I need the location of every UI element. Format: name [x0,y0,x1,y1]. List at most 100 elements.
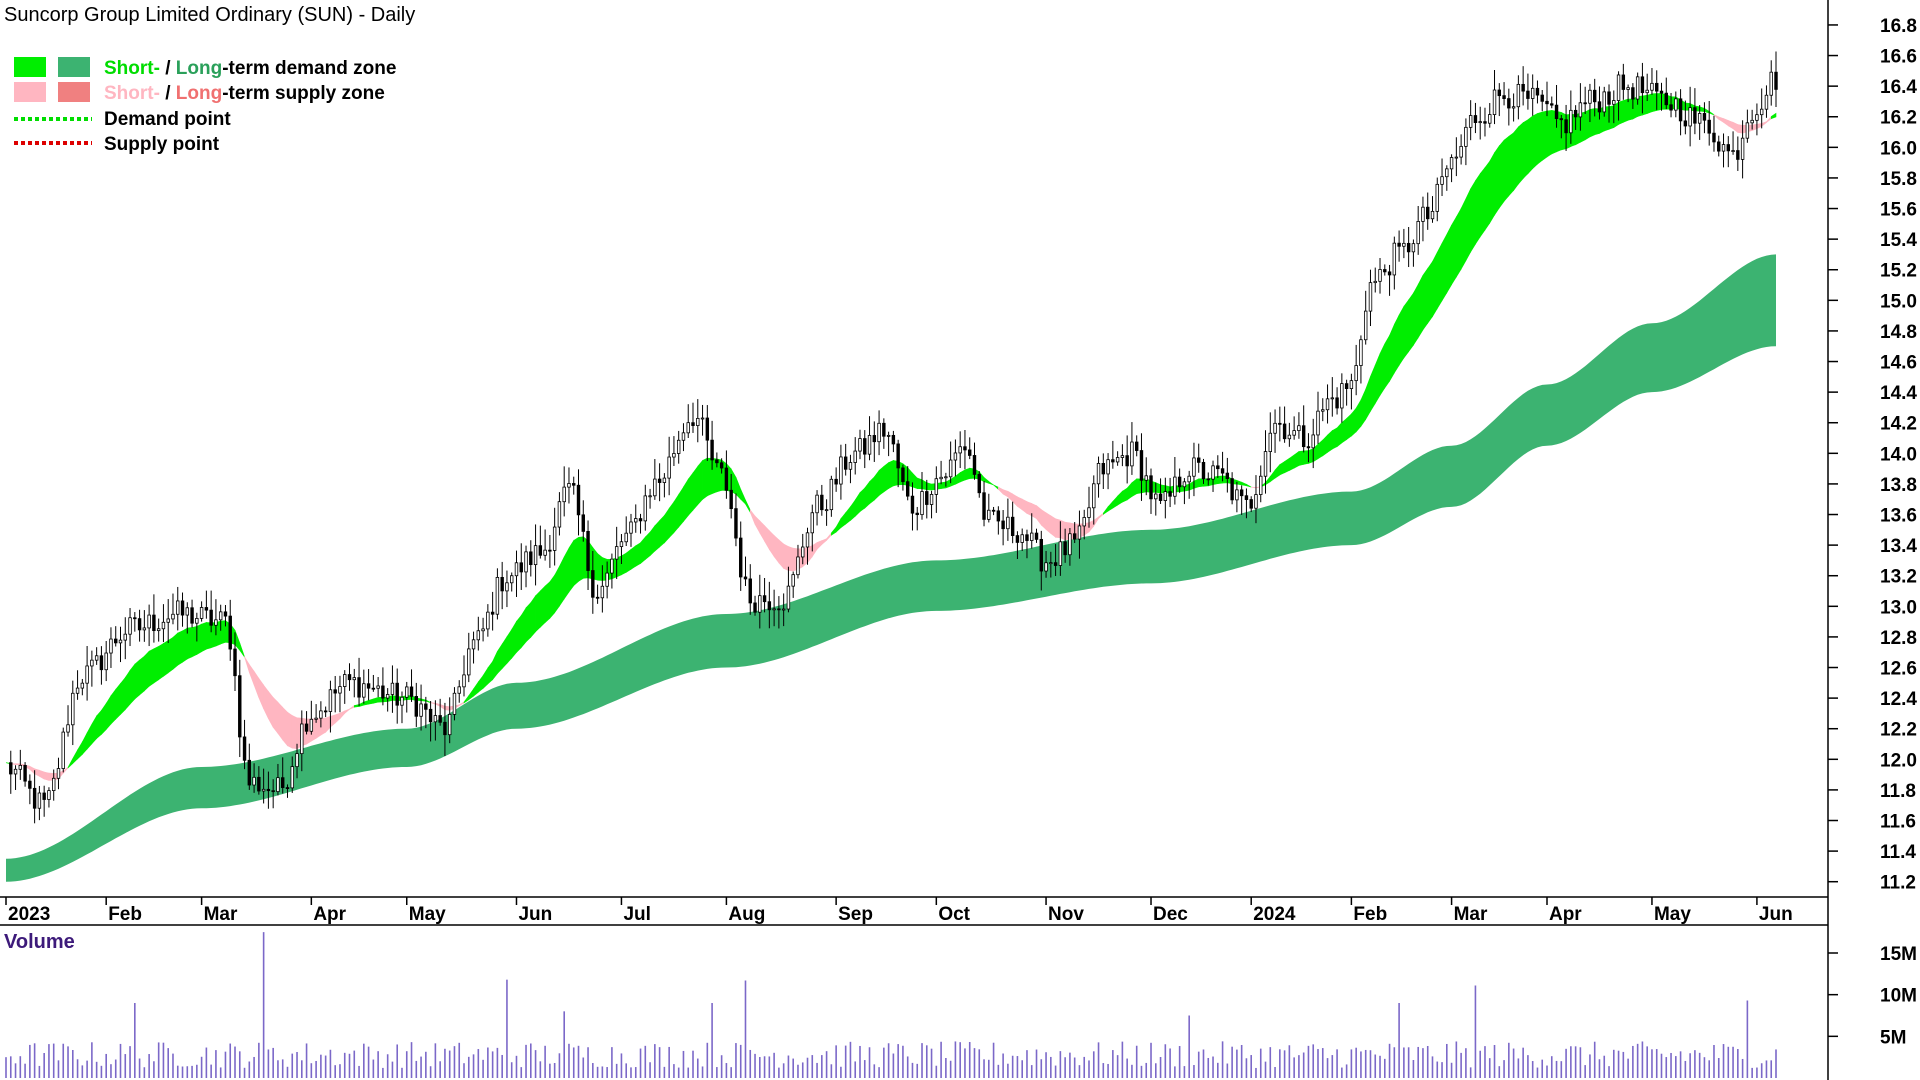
short-zone-segment [129,663,136,705]
candle-body [261,788,266,792]
legend-supply-zone: Short- / Long-term supply zone [104,83,385,104]
short-zone-segment [1141,478,1147,494]
short-zone-segment [1479,166,1486,238]
candle-body [1368,282,1373,312]
candle-body [1659,90,1664,94]
candle-body [920,491,924,516]
month-label: Jul [623,904,650,925]
price-tick-label: 13.4 [1880,536,1917,557]
candle-body [171,613,175,620]
candle-body [1149,475,1153,500]
short-zone-segment [1451,215,1457,286]
short-zone-segment [1441,234,1448,302]
candle-body [505,582,509,592]
candle-body [529,551,533,566]
short-zone-segment [1408,292,1414,353]
short-zone-segment [888,459,894,490]
short-zone-segment [1546,109,1553,158]
short-zone-segment [1050,515,1056,538]
short-zone-segment [635,542,641,567]
candle-body [447,714,452,736]
candle-body [1344,383,1349,389]
short-zone-segment [1303,450,1309,465]
short-zone-segment [1250,486,1257,489]
short-zone-segment [334,712,341,724]
candle-body [1259,475,1263,495]
short-zone-segment [139,655,145,696]
candle-body [863,438,867,455]
price-tick-label: 12.6 [1880,659,1917,680]
short-zone-segment [1470,179,1476,253]
candle-body [572,483,576,486]
short-zone-segment [501,635,508,670]
candle-body [266,788,271,792]
candle-body [1592,89,1597,103]
candle-body [1478,121,1482,124]
price-tick-label: 16.2 [1880,108,1917,129]
candle-body [1363,310,1368,341]
candle-body [1120,455,1125,458]
month-label: Apr [313,904,346,925]
short-zone-segment [1327,429,1333,453]
candle-body [567,483,571,488]
short-zone-segment [659,514,665,548]
candle-body [1182,481,1187,488]
month-label: Feb [1353,904,1387,925]
short-zone-segment [1456,207,1462,279]
candle-body [948,459,953,478]
short-zone-segment [707,457,713,497]
legend-demand-long: Long [176,58,222,79]
short-zone-segment [1351,407,1357,437]
candle-body [929,494,934,505]
short-zone-segment [520,606,527,649]
short-zone-segment [544,581,551,624]
short-zone-segment [258,677,264,709]
price-tick-label: 14.0 [1880,444,1917,465]
candle-body [1330,397,1335,400]
candle-body [1287,434,1292,440]
volume-tick-label: 5M [1880,1027,1906,1048]
short-zone-segment [740,489,746,505]
short-zone-segment [1379,343,1386,397]
short-zone-segment [1007,490,1013,503]
candle-body [1497,89,1501,97]
short-zone-segment [77,740,83,760]
candle-body [347,674,352,681]
price-tick-label: 15.2 [1880,261,1917,282]
short-zone-segment [330,714,336,728]
short-zone-segment [249,663,255,686]
short-zone-segment [1017,496,1023,511]
short-zone-segment [673,493,679,534]
candle-body [242,736,247,761]
short-zone-segment [439,703,446,711]
short-zone-segment [1651,93,1658,113]
volume-tick-label: 15M [1880,944,1917,965]
candle-body [114,638,118,644]
candle-body [781,608,786,611]
candle-body [462,674,466,688]
candle-body [958,446,962,454]
candle-body [858,438,862,452]
candle-body [1468,115,1473,128]
short-zone-segment [182,627,188,663]
short-zone-segment [540,585,546,628]
short-zone-segment [1155,482,1161,494]
month-label: 2024 [1253,904,1296,925]
short-zone-segment [263,684,269,719]
candle-body [1750,119,1754,124]
candle-body [872,435,877,443]
candle-body [619,541,624,548]
short-zone-segment [487,660,493,685]
short-zone-segment [687,471,694,517]
candle-body [1755,114,1759,121]
short-zone-segment [1518,122,1524,185]
candle-body [1282,423,1287,440]
candle-body [1602,91,1606,113]
short-zone-segment [754,515,761,535]
price-tick-label: 15.8 [1880,169,1917,190]
short-zone-segment [1642,94,1648,116]
short-zone-segment [15,763,21,766]
short-zone-segment [186,627,193,660]
short-zone-segment [1241,481,1247,487]
short-zone-segment [91,714,97,745]
